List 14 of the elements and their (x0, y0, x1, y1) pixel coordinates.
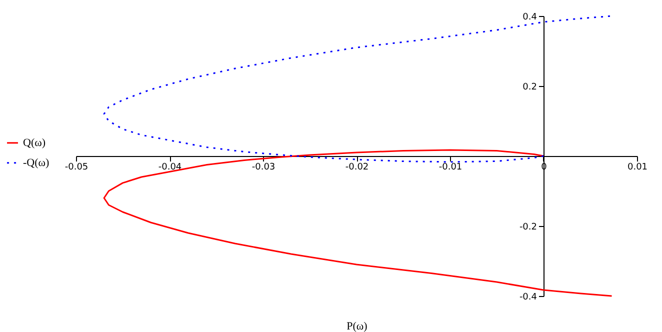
x-tick-label: -0.03 (252, 162, 276, 172)
x-tick-label: 0.01 (627, 162, 648, 172)
x-tick-label: -0.04 (158, 162, 182, 172)
line-series (103, 15, 613, 163)
y-tick-label: 0.2 (522, 82, 537, 92)
x-tick-label: -0.01 (438, 162, 462, 172)
x-tick-label: -0.05 (64, 162, 88, 172)
y-tick-label: -0.2 (519, 222, 537, 232)
x-tick-label: -0.02 (345, 162, 369, 172)
y-tick-label: -0.4 (519, 292, 538, 302)
y-tick-label: 0.4 (522, 12, 538, 22)
legend-label: Q(ω) (23, 136, 46, 149)
x-axis-title: P(ω) (346, 320, 368, 332)
legend-label: -Q(ω) (23, 156, 50, 169)
